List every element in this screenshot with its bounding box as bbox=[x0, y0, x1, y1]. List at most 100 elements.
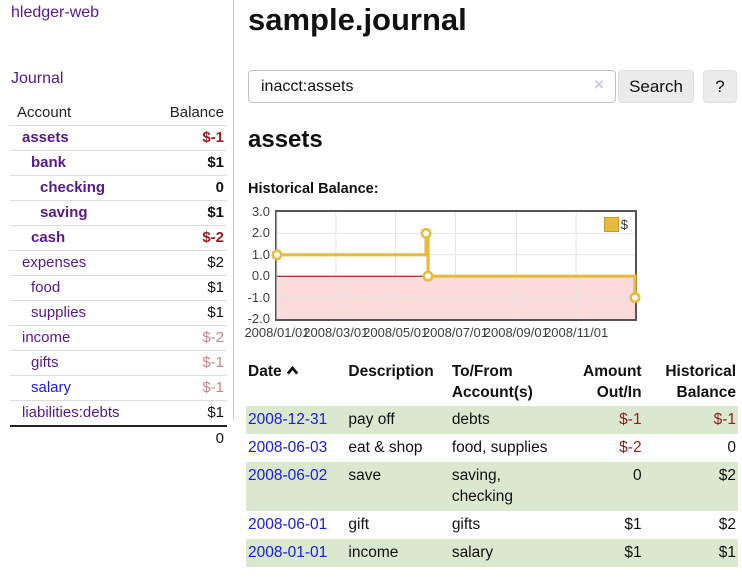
transaction-description: eat & shop bbox=[348, 439, 423, 456]
account-link[interactable]: expenses bbox=[22, 254, 87, 271]
account-balance: $-1 bbox=[148, 350, 227, 376]
account-row: checking 0 bbox=[10, 175, 227, 201]
account-link[interactable]: saving bbox=[40, 204, 88, 221]
account-link[interactable]: salary bbox=[31, 379, 72, 396]
register-header-description: Description bbox=[348, 363, 434, 380]
transaction-description: pay off bbox=[346, 406, 450, 434]
transaction-amount: 0 bbox=[561, 462, 644, 511]
register-row: 2008-01-01 income salary $1 $1 bbox=[246, 539, 738, 567]
account-balance: $2 bbox=[148, 250, 227, 276]
account-link[interactable]: cash bbox=[31, 229, 66, 246]
account-balance: $1 bbox=[148, 300, 227, 326]
transaction-accounts: food, supplies bbox=[451, 439, 548, 456]
account-link[interactable]: gifts bbox=[31, 354, 59, 371]
account-balance: $1 bbox=[148, 275, 227, 301]
page-title: sample.journal bbox=[248, 2, 467, 37]
brand-link[interactable]: hledger-web bbox=[11, 4, 100, 21]
register-row: 2008-06-02 save saving, checking 0 $2 bbox=[246, 462, 738, 511]
transaction-amount: $1 bbox=[624, 516, 642, 533]
account-row: gifts $-1 bbox=[10, 350, 227, 376]
x-axis-tick-label: 2008/03/01 bbox=[303, 325, 369, 340]
account-link[interactable]: liabilities:debts bbox=[22, 404, 120, 421]
transaction-date-link[interactable]: 2008-12-31 bbox=[248, 411, 328, 428]
accounts-header-account: Account bbox=[17, 104, 72, 121]
account-link[interactable]: supplies bbox=[31, 304, 87, 321]
account-balance: $-1 bbox=[148, 375, 227, 401]
transaction-accounts: salary bbox=[449, 539, 562, 567]
register-header-row: Date Description To/From Account(s) Amou… bbox=[246, 358, 738, 406]
register-header-amount: Amount Out/In bbox=[583, 363, 642, 401]
account-row: liabilities:debts $1 bbox=[10, 400, 227, 426]
y-axis-tick-label: -2.0 bbox=[247, 311, 270, 326]
chart-legend: $ bbox=[601, 216, 630, 233]
account-link[interactable]: assets bbox=[22, 129, 69, 146]
account-link[interactable]: income bbox=[22, 329, 71, 346]
transaction-date-link[interactable]: 2008-06-02 bbox=[248, 467, 328, 484]
account-balance: $-1 bbox=[148, 125, 227, 151]
historical-balance-chart: 3.0 2.0 1.0 0.0 -1.0 -2.0 $ 2008/01/01 2008/03… bbox=[234, 204, 742, 345]
help-button[interactable]: ? bbox=[703, 70, 737, 103]
account-heading: assets bbox=[248, 126, 323, 153]
transaction-accounts: saving, checking bbox=[449, 462, 562, 511]
register-row: 2008-12-31 pay off debts $-1 $-1 bbox=[246, 406, 738, 434]
data-point-marker bbox=[271, 249, 283, 261]
account-link[interactable]: checking bbox=[40, 179, 106, 196]
account-row: food $1 bbox=[10, 275, 227, 301]
transaction-balance: $-1 bbox=[643, 406, 738, 434]
sidebar: hledger-web Journal Account Balance asse… bbox=[0, 0, 234, 451]
x-axis-tick-label: 2008/05/01 bbox=[363, 325, 429, 340]
account-row: supplies $1 bbox=[10, 300, 227, 326]
search-button[interactable]: Search bbox=[618, 70, 694, 103]
account-balance: $1 bbox=[148, 200, 227, 226]
account-link[interactable]: bank bbox=[31, 154, 67, 171]
account-balance: 0 bbox=[148, 175, 227, 201]
register-header-accounts: To/From Account(s) bbox=[451, 363, 533, 401]
account-row: income $-2 bbox=[10, 325, 227, 351]
transaction-amount: $-1 bbox=[561, 406, 644, 434]
search-input[interactable] bbox=[248, 70, 616, 103]
register-row: 2008-06-01 gift gifts $1 $2 bbox=[246, 511, 738, 539]
register-table: Date Description To/From Account(s) Amou… bbox=[246, 358, 738, 567]
transaction-amount: $1 bbox=[561, 539, 644, 567]
account-balance: $1 bbox=[148, 150, 227, 176]
accounts-table: Account Balance assets $-1 bank $1 checking 0… bbox=[10, 101, 227, 451]
account-link[interactable]: food bbox=[31, 279, 61, 296]
transaction-date-link[interactable]: 2008-01-01 bbox=[248, 544, 328, 561]
account-row: saving $1 bbox=[10, 200, 227, 226]
transaction-description: gift bbox=[348, 516, 370, 533]
transaction-accounts: debts bbox=[449, 406, 562, 434]
transaction-date-link[interactable]: 2008-06-03 bbox=[248, 439, 328, 456]
transaction-date-link[interactable]: 2008-06-01 bbox=[248, 516, 328, 533]
data-point-marker bbox=[422, 270, 434, 282]
clear-search-icon[interactable]: × bbox=[594, 75, 604, 94]
x-axis-tick-label: 2008/11/01 bbox=[544, 325, 609, 340]
transaction-balance: 0 bbox=[727, 439, 736, 456]
account-balance: $1 bbox=[148, 400, 227, 426]
accounts-total-row: 0 bbox=[10, 425, 227, 451]
y-axis-tick-label: 3.0 bbox=[251, 204, 270, 219]
account-balance: $-2 bbox=[148, 325, 227, 351]
account-row: salary $-1 bbox=[10, 375, 227, 401]
chart-title: Historical Balance: bbox=[248, 181, 379, 197]
accounts-header-balance: Balance bbox=[169, 104, 224, 121]
legend-label: $ bbox=[620, 217, 628, 232]
transaction-accounts: gifts bbox=[451, 516, 481, 533]
y-axis-tick-label: -1.0 bbox=[247, 289, 270, 305]
sidebar-item-journal[interactable]: Journal bbox=[11, 70, 64, 87]
register-header-date[interactable]: Date bbox=[246, 358, 346, 406]
x-axis-tick-label: 2008/09/01 bbox=[483, 325, 549, 340]
data-point-marker bbox=[629, 292, 641, 304]
account-row: bank $1 bbox=[10, 150, 227, 176]
account-balance: $-2 bbox=[148, 225, 227, 251]
transaction-balance: $2 bbox=[718, 516, 736, 533]
chart-plot-area: $ bbox=[271, 210, 641, 321]
account-row: expenses $2 bbox=[10, 250, 227, 276]
accounts-total-spacer bbox=[10, 425, 149, 451]
y-axis-tick-label: 0.0 bbox=[251, 268, 270, 284]
main-panel: sample.journal × Search ? assets Histori… bbox=[234, 0, 742, 582]
accounts-total-balance: 0 bbox=[148, 425, 227, 451]
transaction-balance: $2 bbox=[643, 462, 738, 511]
x-axis-tick-label: 2008/01/01 bbox=[244, 325, 310, 340]
transaction-description: income bbox=[346, 539, 450, 567]
